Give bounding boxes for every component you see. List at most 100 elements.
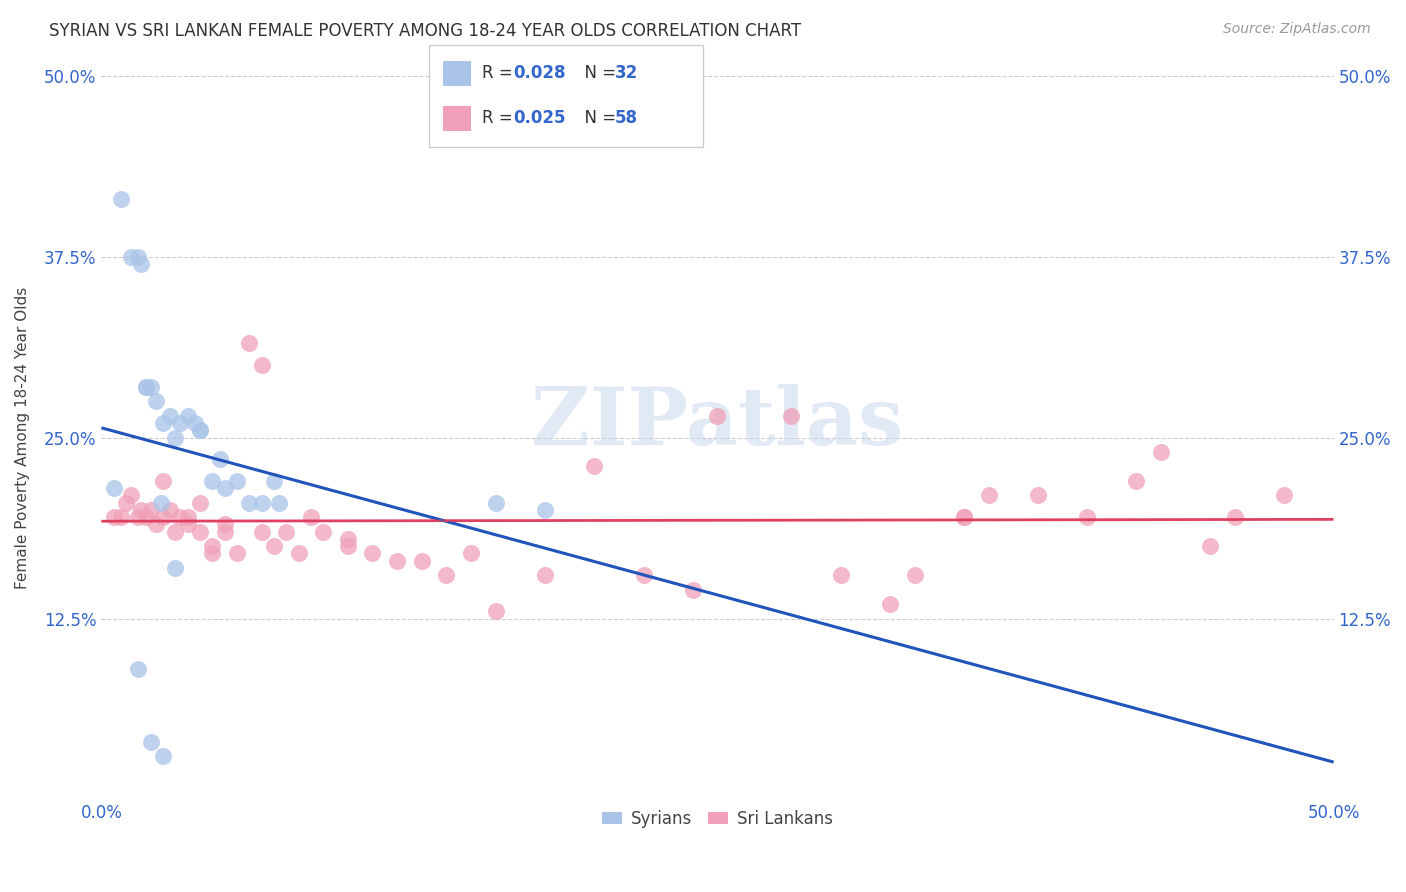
- Point: [250, 524, 273, 539]
- Point: [176, 517, 198, 532]
- Text: ZIPatlas: ZIPatlas: [531, 384, 904, 462]
- Text: N =: N =: [574, 110, 621, 128]
- Point: [169, 510, 191, 524]
- Point: [336, 539, 359, 553]
- Point: [103, 510, 125, 524]
- Text: 0.025: 0.025: [513, 110, 565, 128]
- Point: [434, 568, 457, 582]
- Point: [706, 409, 728, 423]
- Y-axis label: Female Poverty Among 18-24 Year Olds: Female Poverty Among 18-24 Year Olds: [15, 286, 30, 589]
- Point: [135, 380, 157, 394]
- Point: [1223, 510, 1246, 524]
- Point: [287, 546, 309, 560]
- Text: R =: R =: [482, 110, 519, 128]
- Point: [201, 546, 224, 560]
- Point: [127, 510, 149, 524]
- Point: [188, 524, 211, 539]
- Point: [1125, 474, 1147, 488]
- Point: [361, 546, 384, 560]
- Point: [129, 503, 152, 517]
- Point: [238, 496, 260, 510]
- Point: [583, 459, 606, 474]
- Text: 32: 32: [614, 64, 638, 82]
- Point: [485, 496, 508, 510]
- Point: [250, 496, 273, 510]
- Text: SYRIAN VS SRI LANKAN FEMALE POVERTY AMONG 18-24 YEAR OLDS CORRELATION CHART: SYRIAN VS SRI LANKAN FEMALE POVERTY AMON…: [49, 22, 801, 40]
- Point: [953, 510, 976, 524]
- Point: [208, 452, 231, 467]
- Point: [201, 539, 224, 553]
- Point: [1076, 510, 1098, 524]
- Point: [953, 510, 976, 524]
- Text: Source: ZipAtlas.com: Source: ZipAtlas.com: [1223, 22, 1371, 37]
- Point: [169, 416, 191, 430]
- Point: [250, 358, 273, 372]
- Point: [145, 517, 167, 532]
- Point: [214, 481, 236, 495]
- Point: [129, 257, 152, 271]
- Point: [188, 423, 211, 437]
- Point: [879, 597, 901, 611]
- Point: [135, 510, 157, 524]
- Point: [115, 496, 138, 510]
- Point: [633, 568, 655, 582]
- Point: [201, 474, 224, 488]
- Point: [1272, 488, 1295, 502]
- Point: [1026, 488, 1049, 502]
- Point: [225, 546, 247, 560]
- Point: [460, 546, 482, 560]
- Point: [485, 604, 508, 618]
- Point: [903, 568, 925, 582]
- Point: [977, 488, 1000, 502]
- Point: [110, 510, 132, 524]
- Point: [225, 474, 247, 488]
- Text: R =: R =: [482, 64, 519, 82]
- Point: [139, 503, 162, 517]
- Text: 58: 58: [614, 110, 637, 128]
- Point: [110, 192, 132, 206]
- Legend: Syrians, Sri Lankans: Syrians, Sri Lankans: [596, 804, 839, 835]
- Point: [145, 394, 167, 409]
- Point: [139, 380, 162, 394]
- Point: [152, 416, 174, 430]
- Point: [149, 496, 172, 510]
- Point: [238, 336, 260, 351]
- Point: [152, 749, 174, 764]
- Point: [1199, 539, 1222, 553]
- Point: [159, 503, 181, 517]
- Point: [534, 568, 557, 582]
- Point: [184, 416, 207, 430]
- Point: [830, 568, 852, 582]
- Point: [214, 524, 236, 539]
- Point: [176, 409, 198, 423]
- Point: [159, 409, 181, 423]
- Point: [139, 734, 162, 748]
- Point: [276, 524, 298, 539]
- Point: [152, 474, 174, 488]
- Point: [120, 488, 142, 502]
- Point: [534, 503, 557, 517]
- Point: [385, 553, 408, 567]
- Point: [1150, 445, 1173, 459]
- Point: [127, 662, 149, 676]
- Point: [165, 524, 187, 539]
- Point: [411, 553, 433, 567]
- Point: [152, 510, 174, 524]
- Point: [103, 481, 125, 495]
- Point: [214, 517, 236, 532]
- Point: [263, 539, 285, 553]
- Point: [188, 496, 211, 510]
- Point: [165, 561, 187, 575]
- Point: [120, 250, 142, 264]
- Point: [188, 423, 211, 437]
- Point: [682, 582, 704, 597]
- Point: [780, 409, 803, 423]
- Point: [312, 524, 335, 539]
- Text: N =: N =: [574, 64, 621, 82]
- Point: [299, 510, 322, 524]
- Point: [267, 496, 290, 510]
- Point: [263, 474, 285, 488]
- Point: [127, 250, 149, 264]
- Point: [135, 380, 157, 394]
- Point: [165, 430, 187, 444]
